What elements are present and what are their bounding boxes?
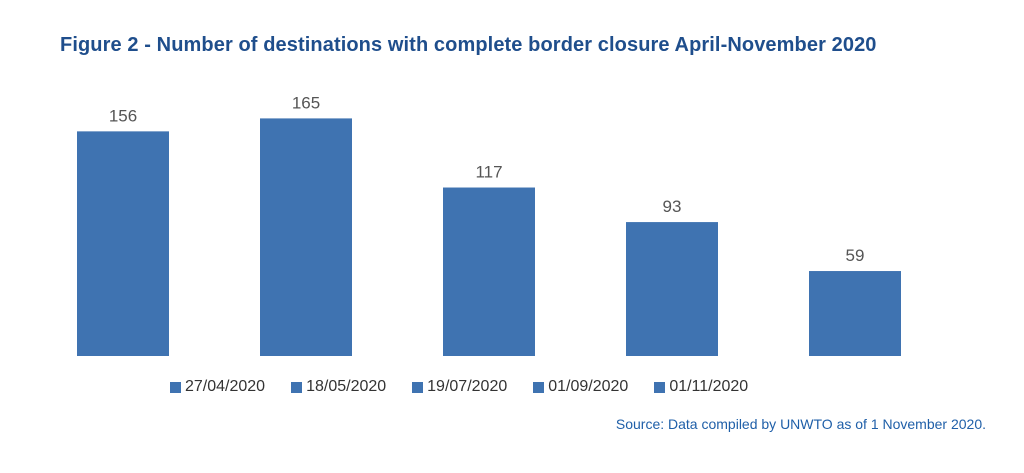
legend-swatch [654,381,666,393]
legend-swatch [412,381,424,393]
bar-5 [809,271,901,356]
legend-item-5: 01/11/2020 [654,378,748,396]
bars-group [77,118,901,357]
data-label-1: 156 [109,106,137,125]
legend-label: 01/11/2020 [669,378,749,395]
legend-label: 19/07/2020 [427,378,508,395]
bar-2 [260,118,352,357]
source-note: Source: Data compiled by UNWTO as of 1 N… [615,416,986,432]
data-label-5: 59 [846,246,865,265]
legend-swatch [170,381,181,393]
chart-title: Figure 2 - Number of destinations with c… [60,34,877,56]
legend-label: 27/04/2020 [185,378,266,395]
data-label-3: 117 [475,163,502,182]
data-label-4: 93 [663,197,682,216]
data-labels-group: 156 165 117 93 59 [109,93,865,265]
chart-legend: 27/04/2020 18/05/2020 19/07/2020 01/09/2020… [170,378,748,396]
legend-label: 01/09/2020 [548,378,629,395]
legend-swatch [533,381,545,393]
data-label-2: 165 [292,93,320,112]
bar-4 [626,222,718,356]
bar-3 [443,187,535,356]
legend-item-1: 27/04/2020 [170,378,265,396]
legend-label: 18/05/2020 [306,378,387,395]
legend-item-4: 01/09/2020 [533,378,628,396]
bar-1 [77,131,169,356]
legend-item-3: 19/07/2020 [412,378,507,396]
legend-swatch [291,381,303,393]
legend-item-2: 18/05/2020 [291,378,386,396]
